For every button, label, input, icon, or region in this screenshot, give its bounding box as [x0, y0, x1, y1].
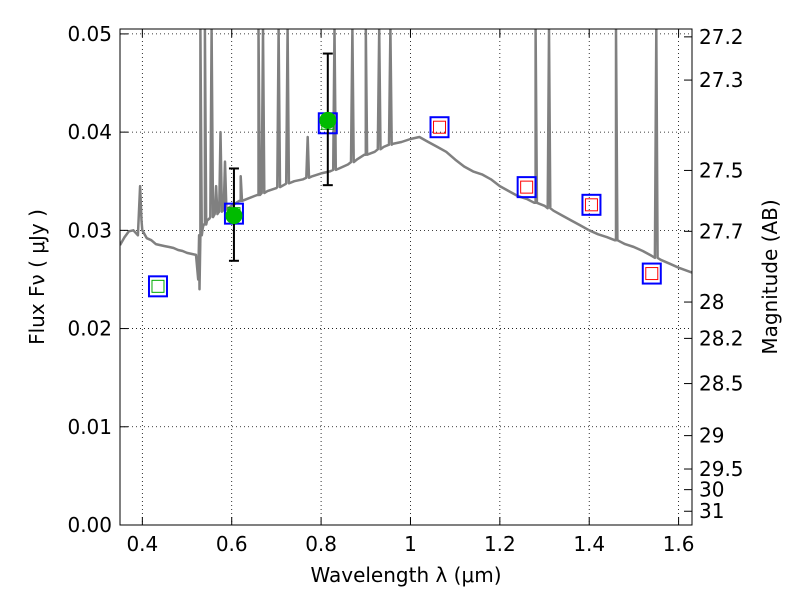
- x-tick-label: 1.2: [484, 532, 516, 556]
- y2-axis-label: Magnitude (AB): [758, 199, 782, 354]
- photometry-markers: [147, 52, 662, 298]
- model-flux-box: [645, 267, 659, 281]
- sed-model-line: [120, 29, 692, 291]
- y2-tick-label: 27.7: [699, 219, 744, 243]
- detection-point: [225, 207, 243, 225]
- photometry-box: [147, 275, 168, 298]
- x-tick-label: 1: [404, 532, 417, 556]
- y2-tick-label: 27.2: [699, 25, 744, 49]
- axis-ticks: 0.4 0.6 0.8 1 1.2 1.4 1.6 0.00 0.01 0.02 0.03 0.04 0…: [67, 22, 743, 556]
- x-tick-label: 1.6: [663, 532, 695, 556]
- model-flux-box: [584, 198, 598, 212]
- photometry-box: [516, 176, 537, 199]
- model-flux-box: [520, 180, 534, 194]
- photometry-box: [429, 116, 450, 139]
- y2-tick-label: 31: [699, 499, 724, 523]
- detection-point: [319, 111, 337, 129]
- x-tick-label: 0.6: [216, 532, 248, 556]
- y2-tick-label: 28.5: [699, 372, 744, 396]
- y2-tick-label: 28.2: [699, 326, 744, 350]
- model-flux-box: [433, 120, 447, 134]
- plot-frame: [119, 28, 693, 526]
- y2-tick-label: 28: [699, 290, 724, 314]
- y-axis-label: Flux Fν ( μJy ): [25, 209, 49, 345]
- x-tick-label: 0.8: [305, 532, 337, 556]
- y-tick-label: 0.01: [67, 415, 112, 439]
- x-axis-label: Wavelength λ (μm): [310, 563, 501, 587]
- photometry-box: [641, 262, 662, 285]
- y-tick-label: 0.00: [67, 513, 112, 537]
- y2-tick-label: 27.3: [699, 68, 744, 92]
- x-tick-label: 0.4: [126, 532, 158, 556]
- y2-tick-label: 29.5: [699, 457, 744, 481]
- sed-curve-group: [120, 29, 692, 291]
- y2-tick-label: 27.5: [699, 158, 744, 182]
- model-flux-box: [151, 279, 165, 293]
- y-tick-label: 0.04: [67, 120, 112, 144]
- y2-tick-label: 29: [699, 424, 724, 448]
- photometry-box: [581, 193, 602, 216]
- y-tick-label: 0.05: [67, 22, 112, 46]
- x-tick-label: 1.4: [573, 532, 605, 556]
- y-tick-label: 0.02: [67, 317, 112, 341]
- y2-tick-label: 30: [699, 478, 724, 502]
- y-tick-label: 0.03: [67, 218, 112, 242]
